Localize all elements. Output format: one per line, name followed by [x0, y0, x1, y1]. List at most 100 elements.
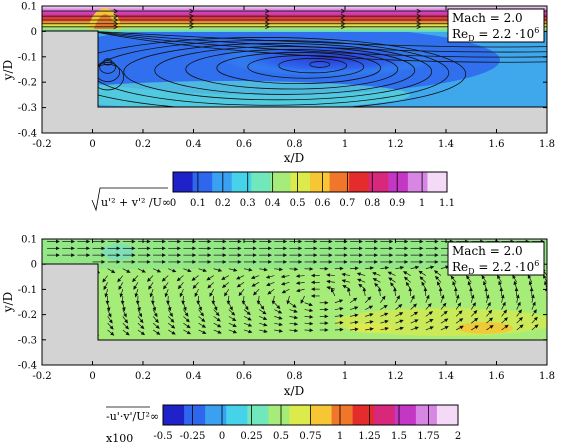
velocity-vector-head: [222, 246, 227, 251]
velocity-vector-head: [398, 304, 403, 308]
x-tick-label: -0.2: [32, 139, 51, 150]
velocity-vector-head: [404, 260, 409, 264]
colorbar-tick-label: 1: [419, 198, 425, 209]
panel-bottom: -0.2 0 0.2 0.4 0.6 0.8 1 1.2 1.4 1.6 1.8 0.1 0 -0.1 -0…: [1, 235, 559, 399]
velocity-vector-head: [372, 272, 377, 276]
velocity-vector-head: [341, 272, 346, 277]
colorbar-tick-label: 0.6: [315, 198, 331, 209]
velocity-vector-head: [252, 239, 257, 244]
colorbar-top-sqrt-sign: [91, 187, 168, 212]
velocity-vector: [546, 315, 547, 317]
velocity-vector-head: [405, 281, 410, 287]
colorbar-swatch: [415, 405, 438, 425]
velocity-vector-head: [384, 266, 390, 270]
annotation-box-top: Mach = 2.0 ReD = 2.2 ·106: [447, 8, 545, 43]
velocity-vector-head: [241, 300, 246, 305]
velocity-vector-head: [162, 246, 166, 251]
velocity-vector-head: [503, 317, 509, 322]
y-tick-label: 0.1: [21, 235, 37, 246]
velocity-vector-head: [338, 299, 344, 303]
velocity-vector-head: [339, 320, 344, 325]
velocity-vector-head: [268, 239, 272, 244]
velocity-vector-head: [280, 274, 285, 279]
velocity-vector-head: [298, 253, 303, 257]
velocity-vector-head: [374, 239, 379, 244]
streamline-loop: [185, 49, 399, 90]
colorbar-tick-label: -0.5: [153, 431, 172, 442]
velocity-vector-head: [161, 277, 166, 282]
velocity-vector-head: [278, 267, 284, 272]
velocity-vector-head: [207, 239, 212, 244]
step-outline-bottom: [42, 263, 547, 341]
velocity-vector-head: [222, 284, 227, 288]
velocity-vector-head: [293, 309, 298, 313]
ylabel-top: y/D: [1, 60, 15, 81]
streamline-arrow: [265, 13, 271, 19]
velocity-vector: [546, 268, 547, 269]
x-tick-label: 1.4: [438, 139, 454, 150]
velocity-vector-head: [260, 305, 265, 310]
velocity-vector-head: [357, 278, 362, 283]
annotation-mach-top: Mach = 2.0: [452, 11, 523, 25]
velocity-vector-head: [324, 266, 329, 271]
velocity-vector-head: [549, 310, 552, 313]
velocity-vector-head: [310, 294, 315, 298]
colorbar-bottom-ticks: -0.5 -0.25 0 0.25 0.5 0.75 1 1.25 1.5 1.75 2: [153, 405, 461, 442]
velocity-vector-head: [186, 324, 191, 329]
velocity-vector-head: [425, 294, 430, 299]
colorbar-tick-label: 0.7: [339, 198, 355, 209]
velocity-vector-head: [309, 328, 314, 333]
velocity-vector-head: [556, 261, 559, 264]
velocity-vector-head: [517, 301, 521, 306]
velocity-vector-head: [71, 239, 76, 244]
velocity-vector-head: [294, 322, 299, 326]
velocity-vector-head: [457, 302, 462, 307]
velocity-vector-head: [419, 239, 424, 244]
velocity-vector-head: [419, 276, 424, 281]
x-tick-label: 0: [89, 139, 95, 150]
velocity-vector-head: [467, 280, 472, 286]
x-tick-label: 1.8: [539, 371, 555, 382]
ticks-bottom: -0.2 0 0.2 0.4 0.6 0.8 1 1.2 1.4 1.6 1.8 0.1 0 -0.1 -0…: [18, 235, 555, 383]
velocity-vector-head: [222, 253, 227, 257]
x-tick-label: 0.6: [236, 139, 252, 150]
velocity-vector-head: [488, 317, 494, 322]
velocity-vector-head: [268, 253, 272, 257]
velocity-vector-head: [399, 319, 404, 324]
velocity-vector-head: [194, 292, 199, 298]
velocity-vector-head: [551, 265, 554, 268]
velocity-vector-head: [518, 309, 522, 314]
velocity-vector-head: [191, 277, 196, 281]
velocity-vector-head: [109, 325, 114, 330]
velocity-vector-head: [232, 317, 237, 322]
velocity-vector-head: [140, 325, 145, 330]
colorbar-tick-label: 0.2: [215, 198, 231, 209]
streamline-arrow: [416, 8, 422, 14]
velocity-vector-head: [429, 318, 434, 323]
velocity-vector-head: [384, 312, 389, 317]
colorbar-swatch: [163, 405, 185, 425]
colorbar-tick-label: 2: [455, 431, 461, 442]
velocity-vector-head: [408, 287, 413, 292]
velocity-vector-head: [263, 267, 268, 272]
velocity-vector-head: [116, 246, 121, 251]
velocity-vector-head: [162, 260, 166, 264]
velocity-vector-head: [151, 300, 155, 305]
velocity-vector-head: [372, 278, 377, 282]
streamline-loop: [154, 46, 416, 95]
velocity-vector-head: [122, 307, 126, 312]
velocity-vector-head: [354, 306, 359, 310]
velocity-vector-head: [206, 276, 211, 281]
velocity-vector-head: [295, 281, 300, 285]
velocity-vector-head: [347, 287, 351, 292]
velocity-vector-head: [396, 295, 400, 300]
velocity-vector-head: [399, 265, 405, 270]
velocity-vector-head: [117, 278, 122, 283]
velocity-vector-head: [430, 265, 435, 270]
streamline-arrow: [189, 17, 195, 23]
velocity-vector-head: [341, 279, 346, 283]
velocity-vector-head: [277, 310, 283, 314]
colorbar-swatch: [388, 172, 409, 192]
colorbar-top-label: u'² + v'² /U∞: [91, 187, 171, 212]
velocity-vector-head: [529, 287, 534, 292]
